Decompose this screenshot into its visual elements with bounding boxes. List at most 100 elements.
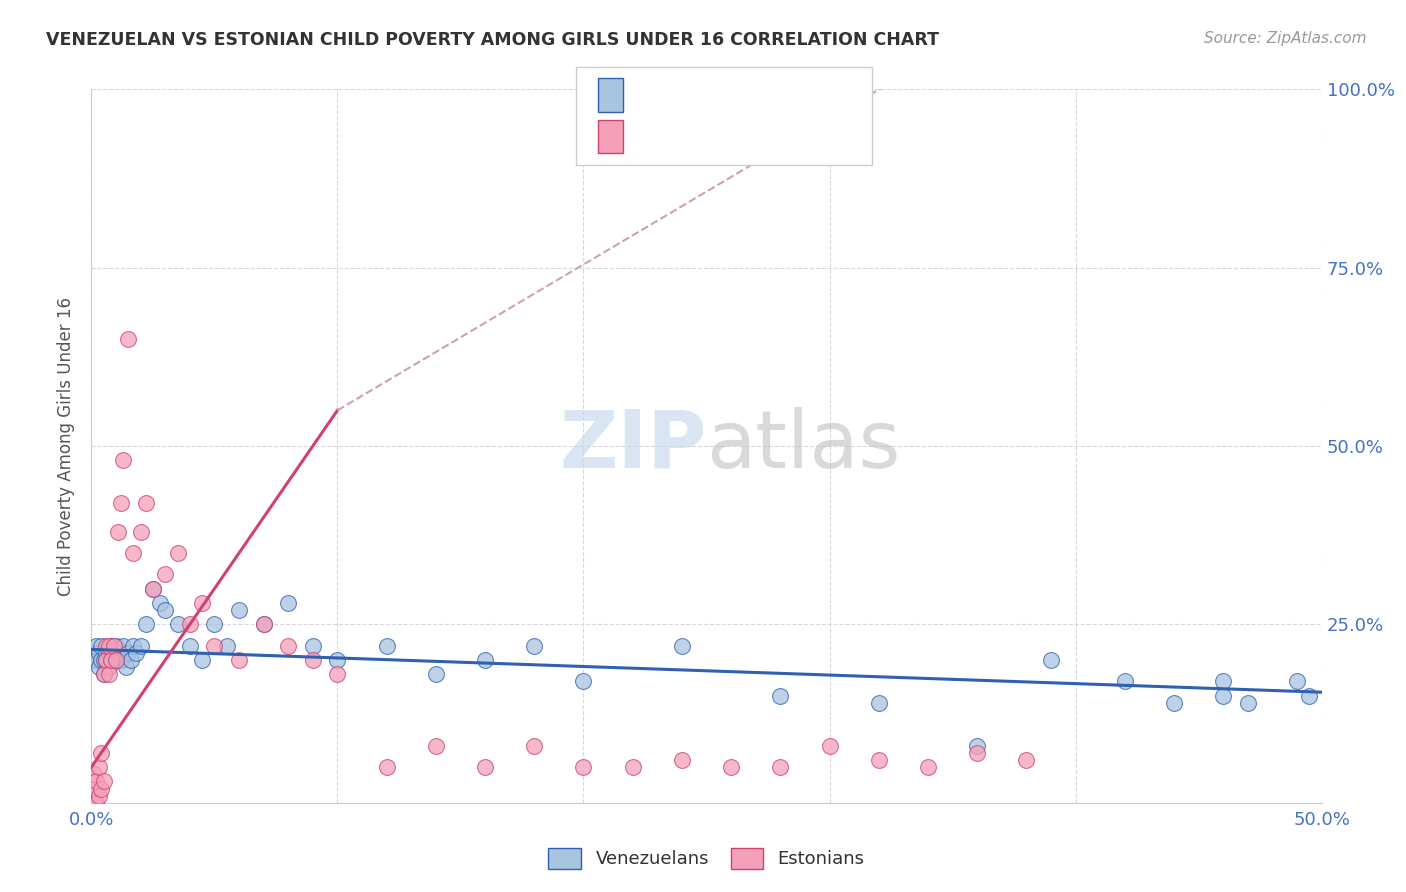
Point [277, 639, 299, 653]
Point [87, 646, 110, 660]
Point [112, 639, 135, 653]
Point [301, 653, 323, 667]
Point [86, 774, 108, 789]
Point [100, 639, 122, 653]
Point [202, 617, 225, 632]
Legend: Venezuelans, Estonians: Venezuelans, Estonians [541, 840, 872, 876]
Text: 58: 58 [775, 85, 800, 103]
Point [474, 653, 496, 667]
Text: 0.529: 0.529 [676, 126, 733, 144]
Point [1298, 689, 1320, 703]
Point [83, 796, 105, 810]
Text: N =: N = [740, 85, 792, 103]
Text: ZIP: ZIP [560, 407, 706, 485]
Point [671, 639, 693, 653]
Point [253, 617, 276, 632]
Point [1285, 674, 1308, 689]
Point [153, 567, 177, 582]
Point [917, 760, 939, 774]
Point [97, 660, 120, 674]
Point [90, 653, 112, 667]
Point [114, 660, 138, 674]
Point [87, 660, 110, 674]
Point [720, 760, 742, 774]
Point [425, 739, 447, 753]
Text: Source: ZipAtlas.com: Source: ZipAtlas.com [1204, 31, 1367, 46]
Point [117, 646, 139, 660]
Point [100, 653, 122, 667]
Y-axis label: Child Poverty Among Girls Under 16: Child Poverty Among Girls Under 16 [58, 296, 76, 596]
Point [1212, 689, 1234, 703]
Point [97, 646, 120, 660]
Point [1163, 696, 1185, 710]
Point [117, 332, 139, 346]
Point [1039, 653, 1063, 667]
Point [96, 653, 117, 667]
Point [1212, 674, 1234, 689]
Text: 50: 50 [775, 126, 800, 144]
Point [166, 546, 188, 560]
Point [96, 653, 117, 667]
Point [523, 739, 546, 753]
Point [112, 453, 135, 467]
Point [93, 653, 115, 667]
Point [277, 596, 299, 610]
Point [120, 653, 142, 667]
Point [110, 653, 132, 667]
Point [90, 781, 112, 796]
Point [1114, 674, 1136, 689]
Text: R =: R = [634, 85, 673, 103]
Point [474, 760, 496, 774]
Point [107, 646, 129, 660]
Point [90, 746, 112, 760]
Point [105, 653, 127, 667]
Text: N =: N = [740, 126, 792, 144]
Point [375, 760, 398, 774]
Point [86, 796, 108, 810]
Point [122, 639, 145, 653]
Point [966, 746, 988, 760]
Point [966, 739, 988, 753]
Point [105, 639, 127, 653]
Point [87, 760, 110, 774]
Point [97, 667, 120, 681]
Point [83, 646, 105, 660]
Point [93, 667, 115, 681]
Point [179, 639, 201, 653]
Point [1237, 696, 1260, 710]
Point [671, 753, 693, 767]
Point [166, 617, 188, 632]
Point [142, 582, 165, 596]
Point [868, 696, 890, 710]
Point [142, 582, 165, 596]
Text: VENEZUELAN VS ESTONIAN CHILD POVERTY AMONG GIRLS UNDER 16 CORRELATION CHART: VENEZUELAN VS ESTONIAN CHILD POVERTY AMO… [46, 31, 939, 49]
Point [83, 767, 105, 781]
Point [110, 496, 132, 510]
Point [153, 603, 177, 617]
Point [83, 781, 105, 796]
Point [129, 639, 152, 653]
Point [769, 689, 792, 703]
Point [375, 639, 398, 653]
Point [96, 646, 117, 660]
Point [253, 617, 276, 632]
Point [86, 639, 108, 653]
Point [215, 639, 238, 653]
Point [105, 653, 127, 667]
Point [103, 646, 125, 660]
Point [149, 596, 172, 610]
Text: atlas: atlas [706, 407, 901, 485]
Point [769, 760, 792, 774]
Point [135, 617, 156, 632]
Text: R =: R = [634, 126, 673, 144]
Point [107, 524, 129, 539]
Point [202, 639, 225, 653]
Point [572, 674, 595, 689]
Point [621, 760, 644, 774]
Point [122, 546, 145, 560]
Point [191, 653, 214, 667]
Point [425, 667, 447, 681]
Point [301, 639, 323, 653]
Point [228, 653, 250, 667]
Point [868, 753, 890, 767]
